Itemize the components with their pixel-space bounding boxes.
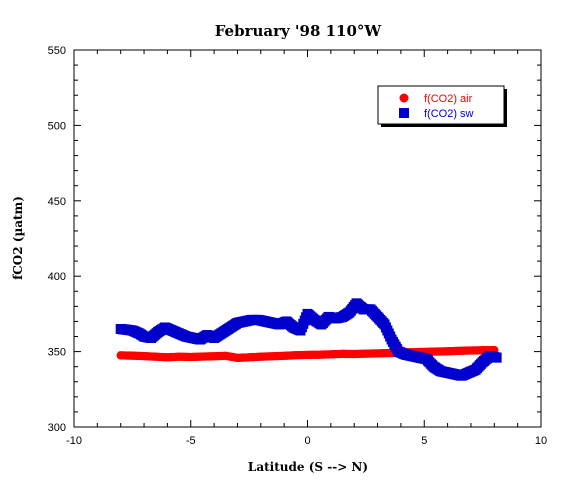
y-tick-label: 300: [48, 422, 66, 434]
y-tick-label: 500: [48, 120, 66, 132]
y-tick-label: 450: [48, 196, 66, 208]
series-fco2-air: [116, 345, 499, 363]
legend-label-air: f(CO2) air: [424, 93, 473, 105]
chart-title: February '98 110°W: [215, 22, 383, 40]
x-tick-label: 10: [535, 435, 547, 447]
y-axis-label: fCO2 (µatm): [11, 196, 25, 280]
sw-point: [491, 352, 502, 363]
legend-marker-sw: [399, 108, 409, 118]
legend-label-sw: f(CO2) sw: [424, 108, 474, 120]
y-tick-label: 550: [48, 45, 66, 57]
y-tick-label: 350: [48, 347, 66, 359]
series-fco2-sw: [115, 298, 502, 381]
x-axis-label: Latitude (S --> N): [248, 460, 368, 474]
legend: f(CO2) air f(CO2) sw: [377, 85, 507, 127]
x-tick-label: 0: [304, 435, 310, 447]
x-tick-label: -5: [186, 435, 196, 447]
x-tick-label: 5: [421, 435, 427, 447]
x-tick-label: -10: [66, 435, 82, 447]
legend-marker-air: [399, 93, 409, 103]
y-tick-label: 400: [48, 271, 66, 283]
